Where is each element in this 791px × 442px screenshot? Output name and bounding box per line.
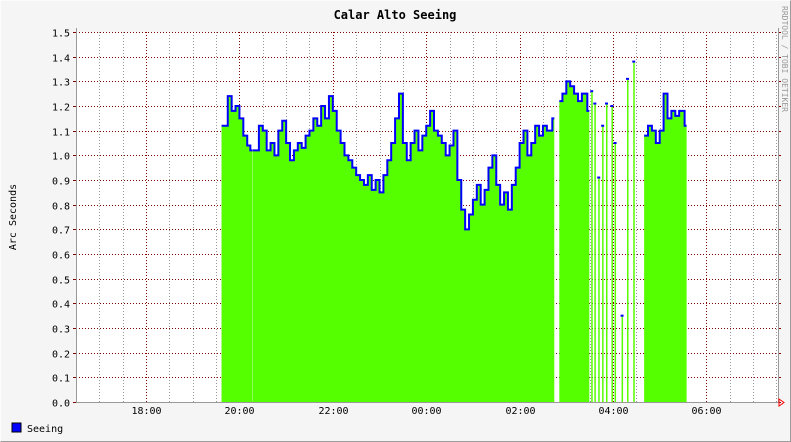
y-tick-label: 0.5 [52, 276, 70, 287]
y-tick-label: 0.9 [52, 177, 70, 188]
seeing-spike-cap [601, 124, 605, 127]
y-tick-label: 0.0 [52, 399, 70, 410]
y-tick-label: 1.4 [52, 54, 70, 65]
seeing-spike-cap [590, 90, 594, 93]
y-tick-label: 0.7 [52, 226, 70, 237]
seeing-area-segment [221, 96, 253, 402]
seeing-spike-cap [613, 142, 617, 144]
seeing-spike-bar [598, 177, 600, 402]
seeing-spike-cap [593, 102, 597, 105]
x-tick-label: 18:00 [131, 406, 161, 417]
seeing-area-segment [252, 93, 555, 403]
seeing-line-segment [221, 95, 253, 152]
seeing-spike-bar [614, 143, 617, 402]
seeing-spike-bar [606, 103, 608, 403]
watermark: RRDTOOL / TOBI OETIKER [780, 6, 789, 112]
y-tick-label: 0.3 [52, 325, 70, 336]
x-tick-label: 20:00 [224, 406, 254, 417]
y-tick-label: 1.3 [52, 78, 70, 89]
x-tick-label: 02:00 [505, 406, 535, 417]
seeing-area-segment [644, 93, 687, 403]
y-tick-label: 1.5 [52, 29, 70, 40]
legend-label-seeing: Seeing [27, 424, 63, 435]
seeing-spike-cap [620, 314, 624, 317]
seeing-line-segment [252, 92, 555, 231]
seeing-line-segment [559, 80, 590, 112]
seeing-spike-bar [621, 315, 624, 402]
seeing-spike-bar [591, 91, 593, 402]
series-area [221, 61, 687, 403]
axes [76, 28, 785, 407]
y-tick-label: 0.6 [52, 251, 70, 262]
x-tick-label: 04:00 [598, 406, 628, 417]
y-tick-label: 1.1 [52, 128, 70, 139]
seeing-spike-cap [605, 102, 609, 105]
x-tick-label: 00:00 [411, 406, 441, 417]
x-tick-labels: 18:00 20:00 22:00 00:00 02:00 04:00 06:00 [131, 406, 721, 417]
y-tick-label: 0.8 [52, 202, 70, 213]
seeing-area-segment [559, 81, 590, 402]
seeing-spike-cap [632, 60, 636, 63]
series-line [221, 60, 687, 317]
y-tick-label: 0.4 [52, 300, 70, 311]
y-tick-label: 0.2 [52, 350, 70, 361]
seeing-line-segment [644, 92, 687, 144]
seeing-spike-cap [597, 176, 601, 179]
seeing-spike-bar [627, 78, 629, 402]
seeing-spike-bar [633, 61, 635, 402]
x-tick-label: 06:00 [691, 406, 721, 417]
seeing-spike-cap [626, 77, 630, 80]
seeing-spike-cap [610, 105, 614, 107]
seeing-spike-bar [594, 103, 596, 403]
x-axis-arrow-icon [778, 398, 785, 407]
y-tick-labels: 0.0 0.1 0.2 0.3 0.4 0.5 0.6 0.7 0.8 0.9 1.0 1.1 1.2 1… [52, 29, 70, 410]
chart-title: Calar Alto Seeing [334, 8, 457, 22]
legend-swatch-seeing [11, 422, 22, 433]
y-tick-label: 0.1 [52, 374, 70, 385]
y-tick-label: 1.2 [52, 103, 70, 114]
seeing-spike-bar [602, 125, 604, 402]
seeing-spike-bar [611, 106, 613, 402]
y-axis-label: Arc Seconds [8, 184, 19, 250]
x-tick-label: 22:00 [318, 406, 348, 417]
y-tick-label: 1.0 [52, 152, 70, 163]
legend: Seeing [11, 422, 63, 435]
